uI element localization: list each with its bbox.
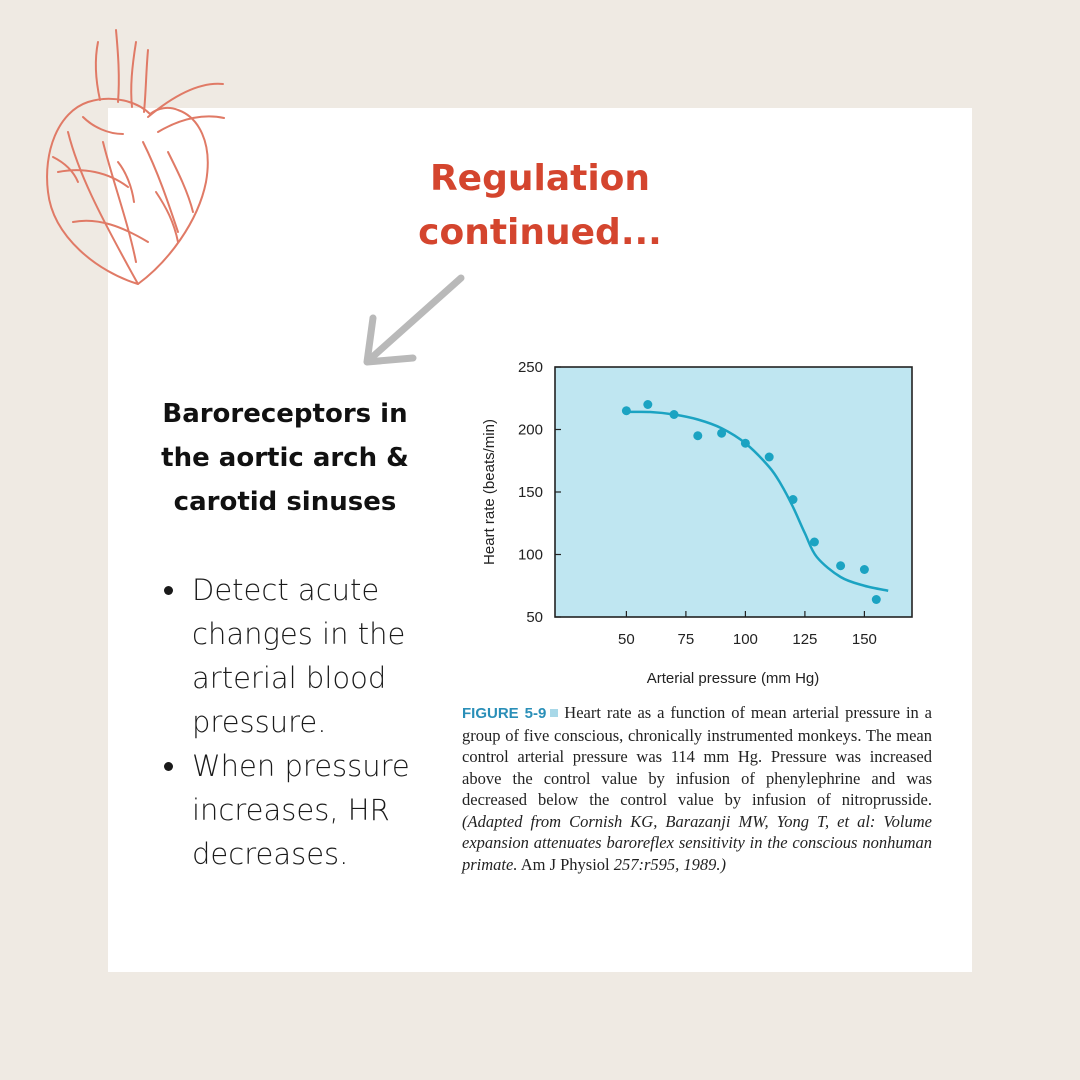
data-point [871, 595, 881, 604]
heart-rate-chart: 50 75 100 125 150 50 100 150 200 250 Arterial pre… [481, 359, 913, 687]
bullet-list: Detect acute changes in the arterial blo… [160, 568, 430, 876]
data-point [669, 410, 679, 419]
data-point [643, 400, 653, 409]
y-tick-label: 200 [518, 422, 543, 439]
title-line-1: Regulation [429, 158, 651, 199]
data-point [788, 495, 798, 504]
plot-area [554, 366, 913, 618]
figure-caption: FIGURE 5-9 Heart rate as a function of me… [462, 702, 932, 875]
anatomical-heart-icon [46, 29, 225, 285]
caption-source-journal: Am J Physiol [520, 854, 610, 874]
data-point [621, 406, 631, 416]
heading-line-3: carotid sinuses [173, 487, 397, 517]
figure-label: FIGURE 5-9 [462, 705, 547, 722]
data-point [836, 561, 846, 571]
y-tick-label: 250 [518, 359, 543, 376]
data-point [764, 452, 774, 462]
section-heading: Baroreceptors in the aortic arch & carot… [140, 392, 430, 524]
heading-line-2: the aortic arch & [161, 443, 409, 473]
x-tick-label: 100 [733, 631, 758, 648]
y-tick-label: 50 [526, 609, 543, 626]
y-axis-label: Heart rate (beats/min) [481, 419, 498, 565]
x-tick-label: 125 [792, 631, 817, 648]
x-tick-label: 75 [678, 631, 695, 648]
data-point [809, 537, 819, 547]
caption-square-icon [550, 709, 559, 717]
bullet-item: Detect acute changes in the arterial blo… [160, 568, 430, 744]
y-tick-label: 150 [518, 484, 543, 501]
bullet-item: When pressure increases, HR decreases. [160, 744, 430, 876]
data-point [859, 565, 869, 574]
heading-line-1: Baroreceptors in [162, 399, 408, 429]
data-point [740, 438, 750, 448]
x-tick-label: 50 [618, 631, 635, 648]
caption-source-italic: (Adapted from Cornish KG, Barazanji MW, … [462, 811, 932, 874]
caption-text: Heart rate as a function of mean arteria… [462, 703, 933, 809]
title-line-2: continued... [418, 212, 662, 253]
x-tick-label: 150 [852, 631, 877, 648]
y-tick-label: 100 [518, 547, 543, 564]
arrow-down-left-icon [363, 274, 465, 366]
caption-source-volume: 257:r595, 1989.) [613, 854, 727, 874]
data-point [693, 431, 703, 441]
x-axis-label: Arterial pressure (mm Hg) [647, 670, 820, 687]
data-point [717, 428, 727, 438]
page-title: Regulation continued... [390, 152, 690, 260]
